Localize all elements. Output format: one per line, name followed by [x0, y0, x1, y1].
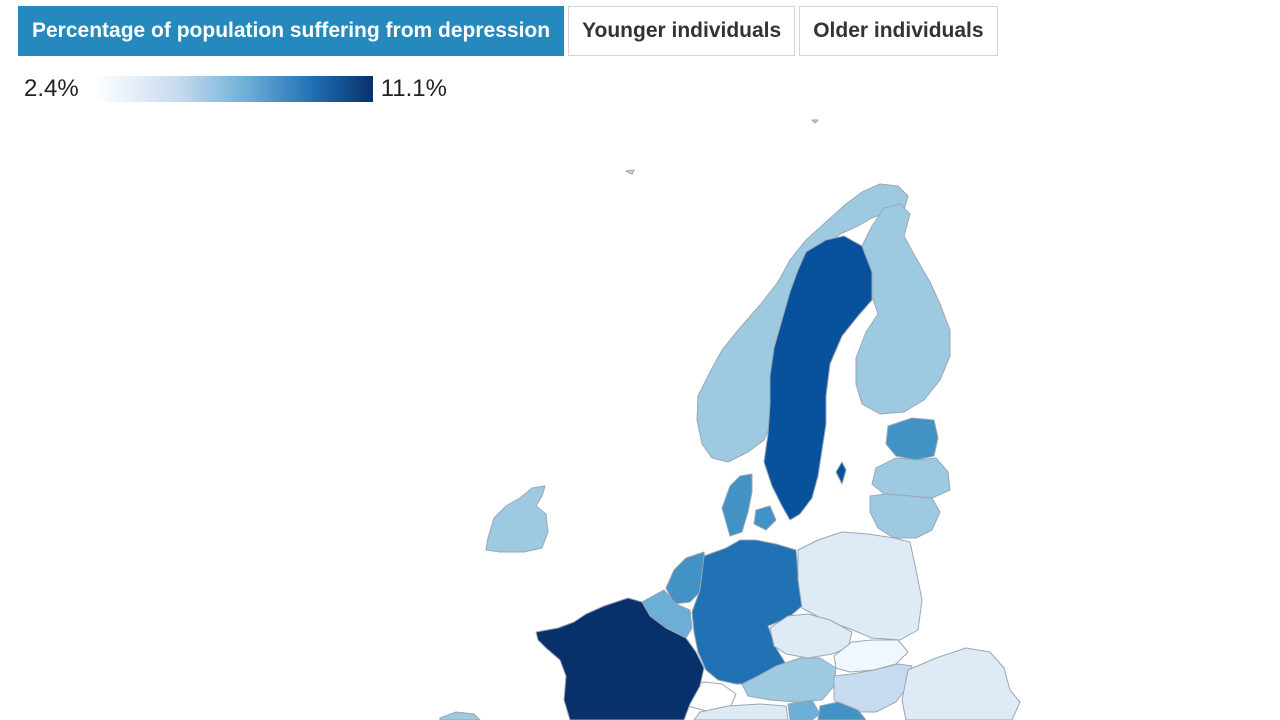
region-germany[interactable] — [691, 539, 803, 685]
region-svalbard-dot — [625, 169, 635, 175]
region-finland[interactable] — [855, 203, 951, 415]
region-arctic-dot — [811, 119, 819, 124]
region-slovakia[interactable] — [833, 639, 909, 673]
region-slovenia[interactable] — [787, 699, 821, 720]
legend-max-label: 11.1% — [380, 75, 447, 102]
region-poland[interactable] — [797, 531, 923, 641]
region-croatia[interactable] — [817, 701, 867, 720]
legend-gradient-bar — [94, 76, 373, 102]
tab-younger-individuals[interactable]: Younger individuals — [568, 6, 796, 56]
region-lithuania[interactable] — [869, 493, 941, 539]
region-denmark-islands[interactable] — [753, 505, 777, 531]
tab-older-individuals[interactable]: Older individuals — [799, 6, 998, 56]
color-legend: 2.4% 11.1% — [24, 74, 447, 104]
region-france[interactable] — [535, 597, 705, 720]
region-ireland[interactable] — [485, 485, 549, 553]
legend-min-label: 2.4% — [24, 75, 79, 102]
region-spain-north[interactable] — [439, 711, 481, 720]
region-estonia[interactable] — [885, 417, 939, 461]
tab-bar: Percentage of population suffering from … — [18, 6, 998, 56]
region-gotland[interactable] — [835, 461, 847, 485]
region-denmark[interactable] — [721, 473, 753, 537]
region-italy-north[interactable] — [693, 703, 789, 720]
region-romania[interactable] — [901, 647, 1021, 720]
tab-depression-percentage[interactable]: Percentage of population suffering from … — [18, 6, 565, 56]
region-latvia[interactable] — [871, 457, 951, 499]
